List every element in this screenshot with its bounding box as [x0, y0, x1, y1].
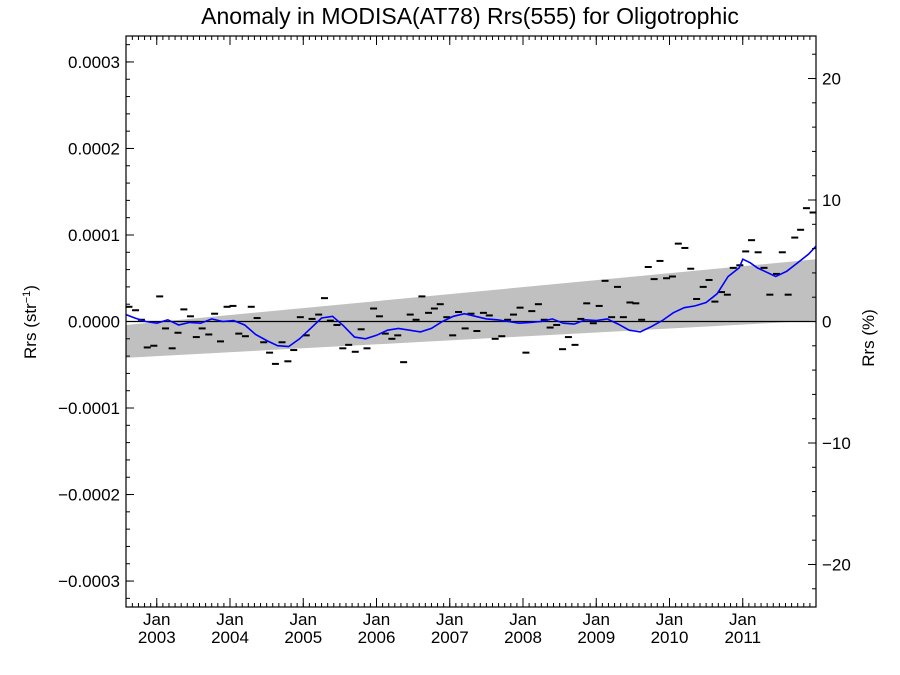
x-axis: Jan2003Jan2004Jan2005Jan2006Jan2007Jan20… [131, 36, 817, 647]
x-tick-year-label: 2003 [138, 628, 176, 647]
x-tick-year-label: 2008 [504, 628, 542, 647]
left-axis-label: Rrs (str−1) [21, 285, 40, 359]
x-tick-month-label: Jan [216, 610, 243, 629]
right-y-axis: 20 10 0 −10 −20 [808, 53, 851, 590]
confidence-band-area [126, 259, 816, 358]
x-tick-year-label: 2007 [431, 628, 469, 647]
left-tick-label: 0.0001 [68, 226, 120, 245]
running-mean-line [125, 245, 817, 348]
left-tick-label: −0.0003 [58, 572, 120, 591]
right-tick-label: −10 [822, 434, 851, 453]
confidence-band [126, 259, 816, 358]
x-tick-month-label: Jan [290, 610, 317, 629]
x-tick-month-label: Jan [363, 610, 390, 629]
x-tick-year-label: 2005 [284, 628, 322, 647]
x-tick-month-label: Jan [509, 610, 536, 629]
right-tick-label: 20 [822, 70, 841, 89]
right-tick-label: −20 [822, 555, 851, 574]
left-tick-label: 0.0002 [68, 139, 120, 158]
left-y-axis: 0.0003 0.0002 0.0001 0.0000 −0.0001 −0.0002 −0… [58, 44, 134, 599]
x-tick-year-label: 2006 [358, 628, 396, 647]
left-tick-label: −0.0001 [58, 399, 120, 418]
left-tick-label: −0.0002 [58, 486, 120, 505]
monthly-anomaly-markers [125, 207, 817, 365]
left-tick-label: 0.0000 [68, 313, 120, 332]
right-axis-label: Rrs (%) [859, 309, 878, 367]
right-tick-label: 10 [822, 191, 841, 210]
x-tick-month-label: Jan [656, 610, 683, 629]
x-tick-month-label: Jan [583, 610, 610, 629]
x-tick-year-label: 2004 [211, 628, 249, 647]
x-tick-month-label: Jan [143, 610, 170, 629]
x-tick-year-label: 2009 [577, 628, 615, 647]
x-tick-month-label: Jan [436, 610, 463, 629]
chart-title: Anomaly in MODISA(AT78) Rrs(555) for Oli… [201, 3, 739, 29]
x-tick-month-label: Jan [729, 610, 756, 629]
x-tick-year-label: 2011 [724, 628, 761, 647]
right-tick-label: 0 [822, 313, 831, 332]
x-tick-year-label: 2010 [651, 628, 689, 647]
left-tick-label: 0.0003 [68, 53, 120, 72]
